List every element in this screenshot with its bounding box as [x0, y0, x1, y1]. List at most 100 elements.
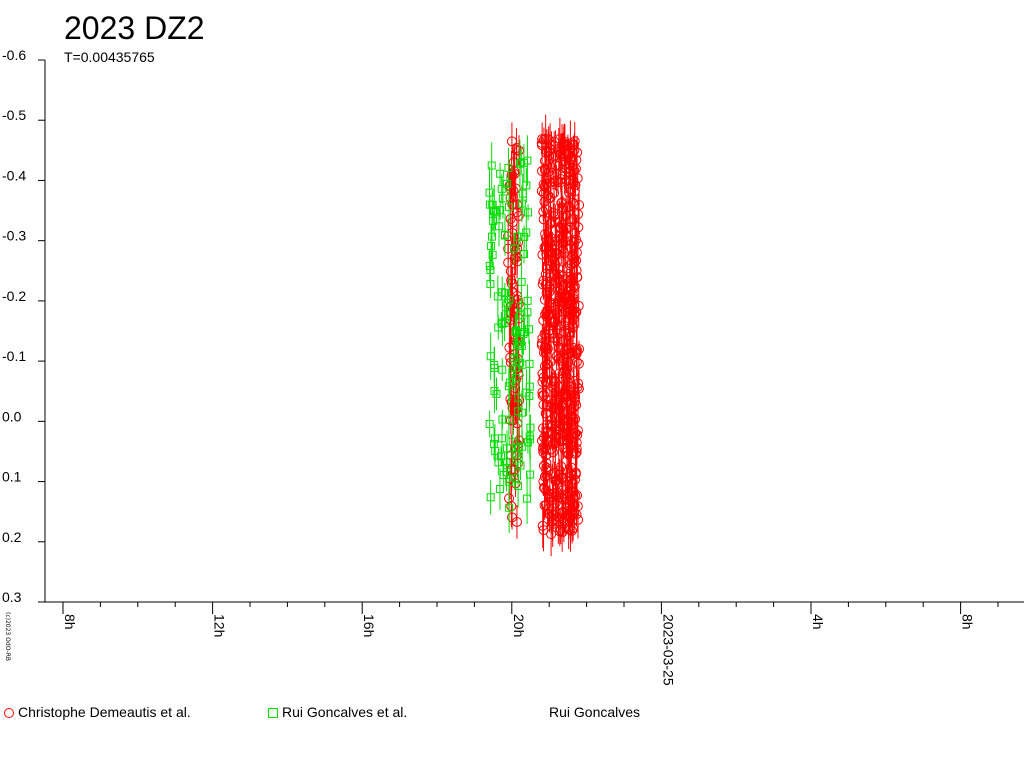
legend-item-demeautis: Christophe Demeautis et al.: [4, 704, 191, 720]
data-point: [565, 154, 576, 165]
data-point: [505, 503, 514, 512]
data-point: [569, 228, 580, 239]
data-point: [550, 259, 561, 270]
data-point: [513, 210, 524, 221]
data-point: [569, 396, 580, 407]
data-point: [488, 250, 497, 259]
data-point: [540, 269, 551, 280]
data-point: [516, 461, 525, 470]
y-tick-label: -0.1: [2, 348, 26, 364]
data-point: [538, 206, 549, 217]
data-point: [511, 450, 520, 459]
data-point: [564, 260, 575, 271]
data-point: [544, 491, 555, 502]
data-point: [539, 196, 550, 207]
data-point: [572, 272, 583, 283]
data-point: [523, 308, 532, 317]
data-point: [492, 389, 501, 398]
data-point: [543, 167, 554, 178]
data-point: [538, 275, 549, 286]
data-point: [556, 336, 567, 347]
data-point: [498, 365, 507, 374]
data-point: [564, 323, 575, 334]
data-point: [526, 470, 535, 479]
y-ticks: -0.6 -0.5 -0.4 -0.3 -0.2 -0.1 0.0 0.1 0.2 0.3: [2, 47, 45, 605]
legend-square-marker: [268, 708, 278, 718]
series-1: [485, 135, 535, 534]
data-point: [550, 506, 561, 517]
data-point: [502, 468, 511, 477]
x-tick-label: 8h: [960, 614, 976, 630]
data-point: [523, 494, 532, 503]
data-point: [545, 192, 556, 203]
data-point: [558, 224, 569, 235]
data-point: [500, 318, 509, 327]
y-tick-label: -0.6: [2, 47, 26, 63]
data-point: [573, 222, 584, 233]
data-point: [540, 165, 551, 176]
data-point: [547, 421, 558, 432]
x-tick-label: 20h: [511, 614, 527, 637]
data-point: [549, 252, 560, 263]
data-point: [511, 327, 520, 336]
credit-text: (c)2023 OdO-RB: [4, 612, 11, 661]
data-point: [551, 474, 562, 485]
data-point: [487, 241, 496, 250]
data-point: [523, 438, 532, 447]
data-point: [494, 458, 503, 467]
data-point: [546, 291, 557, 302]
data-point: [503, 444, 512, 453]
data-point: [570, 180, 581, 191]
y-tick-label: -0.4: [2, 167, 26, 183]
data-point: [559, 388, 570, 399]
data-point: [497, 434, 506, 443]
data-point: [522, 228, 531, 237]
data-point: [486, 493, 495, 502]
data-point: [524, 208, 533, 217]
y-tick-label: -0.2: [2, 288, 26, 304]
data-point: [514, 481, 523, 490]
data-point: [538, 460, 549, 471]
data-point: [542, 263, 553, 274]
y-tick-label: -0.5: [2, 107, 26, 123]
data-point: [538, 525, 549, 536]
data-point: [557, 140, 568, 151]
data-point: [495, 222, 504, 231]
data-point: [538, 432, 549, 443]
data-point: [548, 207, 559, 218]
data-point: [542, 178, 553, 189]
x-tick-label: 16h: [361, 614, 377, 637]
data-point: [517, 277, 526, 286]
data-point: [500, 289, 509, 298]
x-tick-label: 4h: [810, 614, 826, 630]
legend-circle-marker: [4, 708, 14, 718]
data-point: [511, 364, 520, 373]
chart-title: 2023 DZ2: [64, 10, 205, 46]
data-point: [549, 431, 560, 442]
data-point: [554, 297, 565, 308]
data-point: [517, 311, 526, 320]
data-point: [492, 208, 501, 217]
data-point: [551, 404, 562, 415]
data-point: [571, 255, 582, 266]
data-point: [549, 376, 560, 387]
data-point: [495, 485, 504, 494]
data-point: [541, 457, 552, 468]
data-point: [539, 328, 550, 339]
data-point: [526, 423, 535, 432]
data-point: [550, 320, 561, 331]
data-point: [485, 261, 494, 270]
data-point: [497, 184, 506, 193]
data-point: [537, 520, 548, 531]
series-2: [536, 114, 585, 557]
data-points: [485, 114, 585, 557]
data-point: [498, 288, 507, 297]
data-point: [540, 377, 551, 388]
legend-label: Christophe Demeautis et al.: [18, 704, 191, 720]
data-point: [514, 232, 523, 241]
data-point: [518, 189, 527, 198]
data-point: [548, 317, 559, 328]
data-point: [520, 232, 529, 241]
data-point: [544, 328, 555, 339]
data-point: [543, 235, 554, 246]
